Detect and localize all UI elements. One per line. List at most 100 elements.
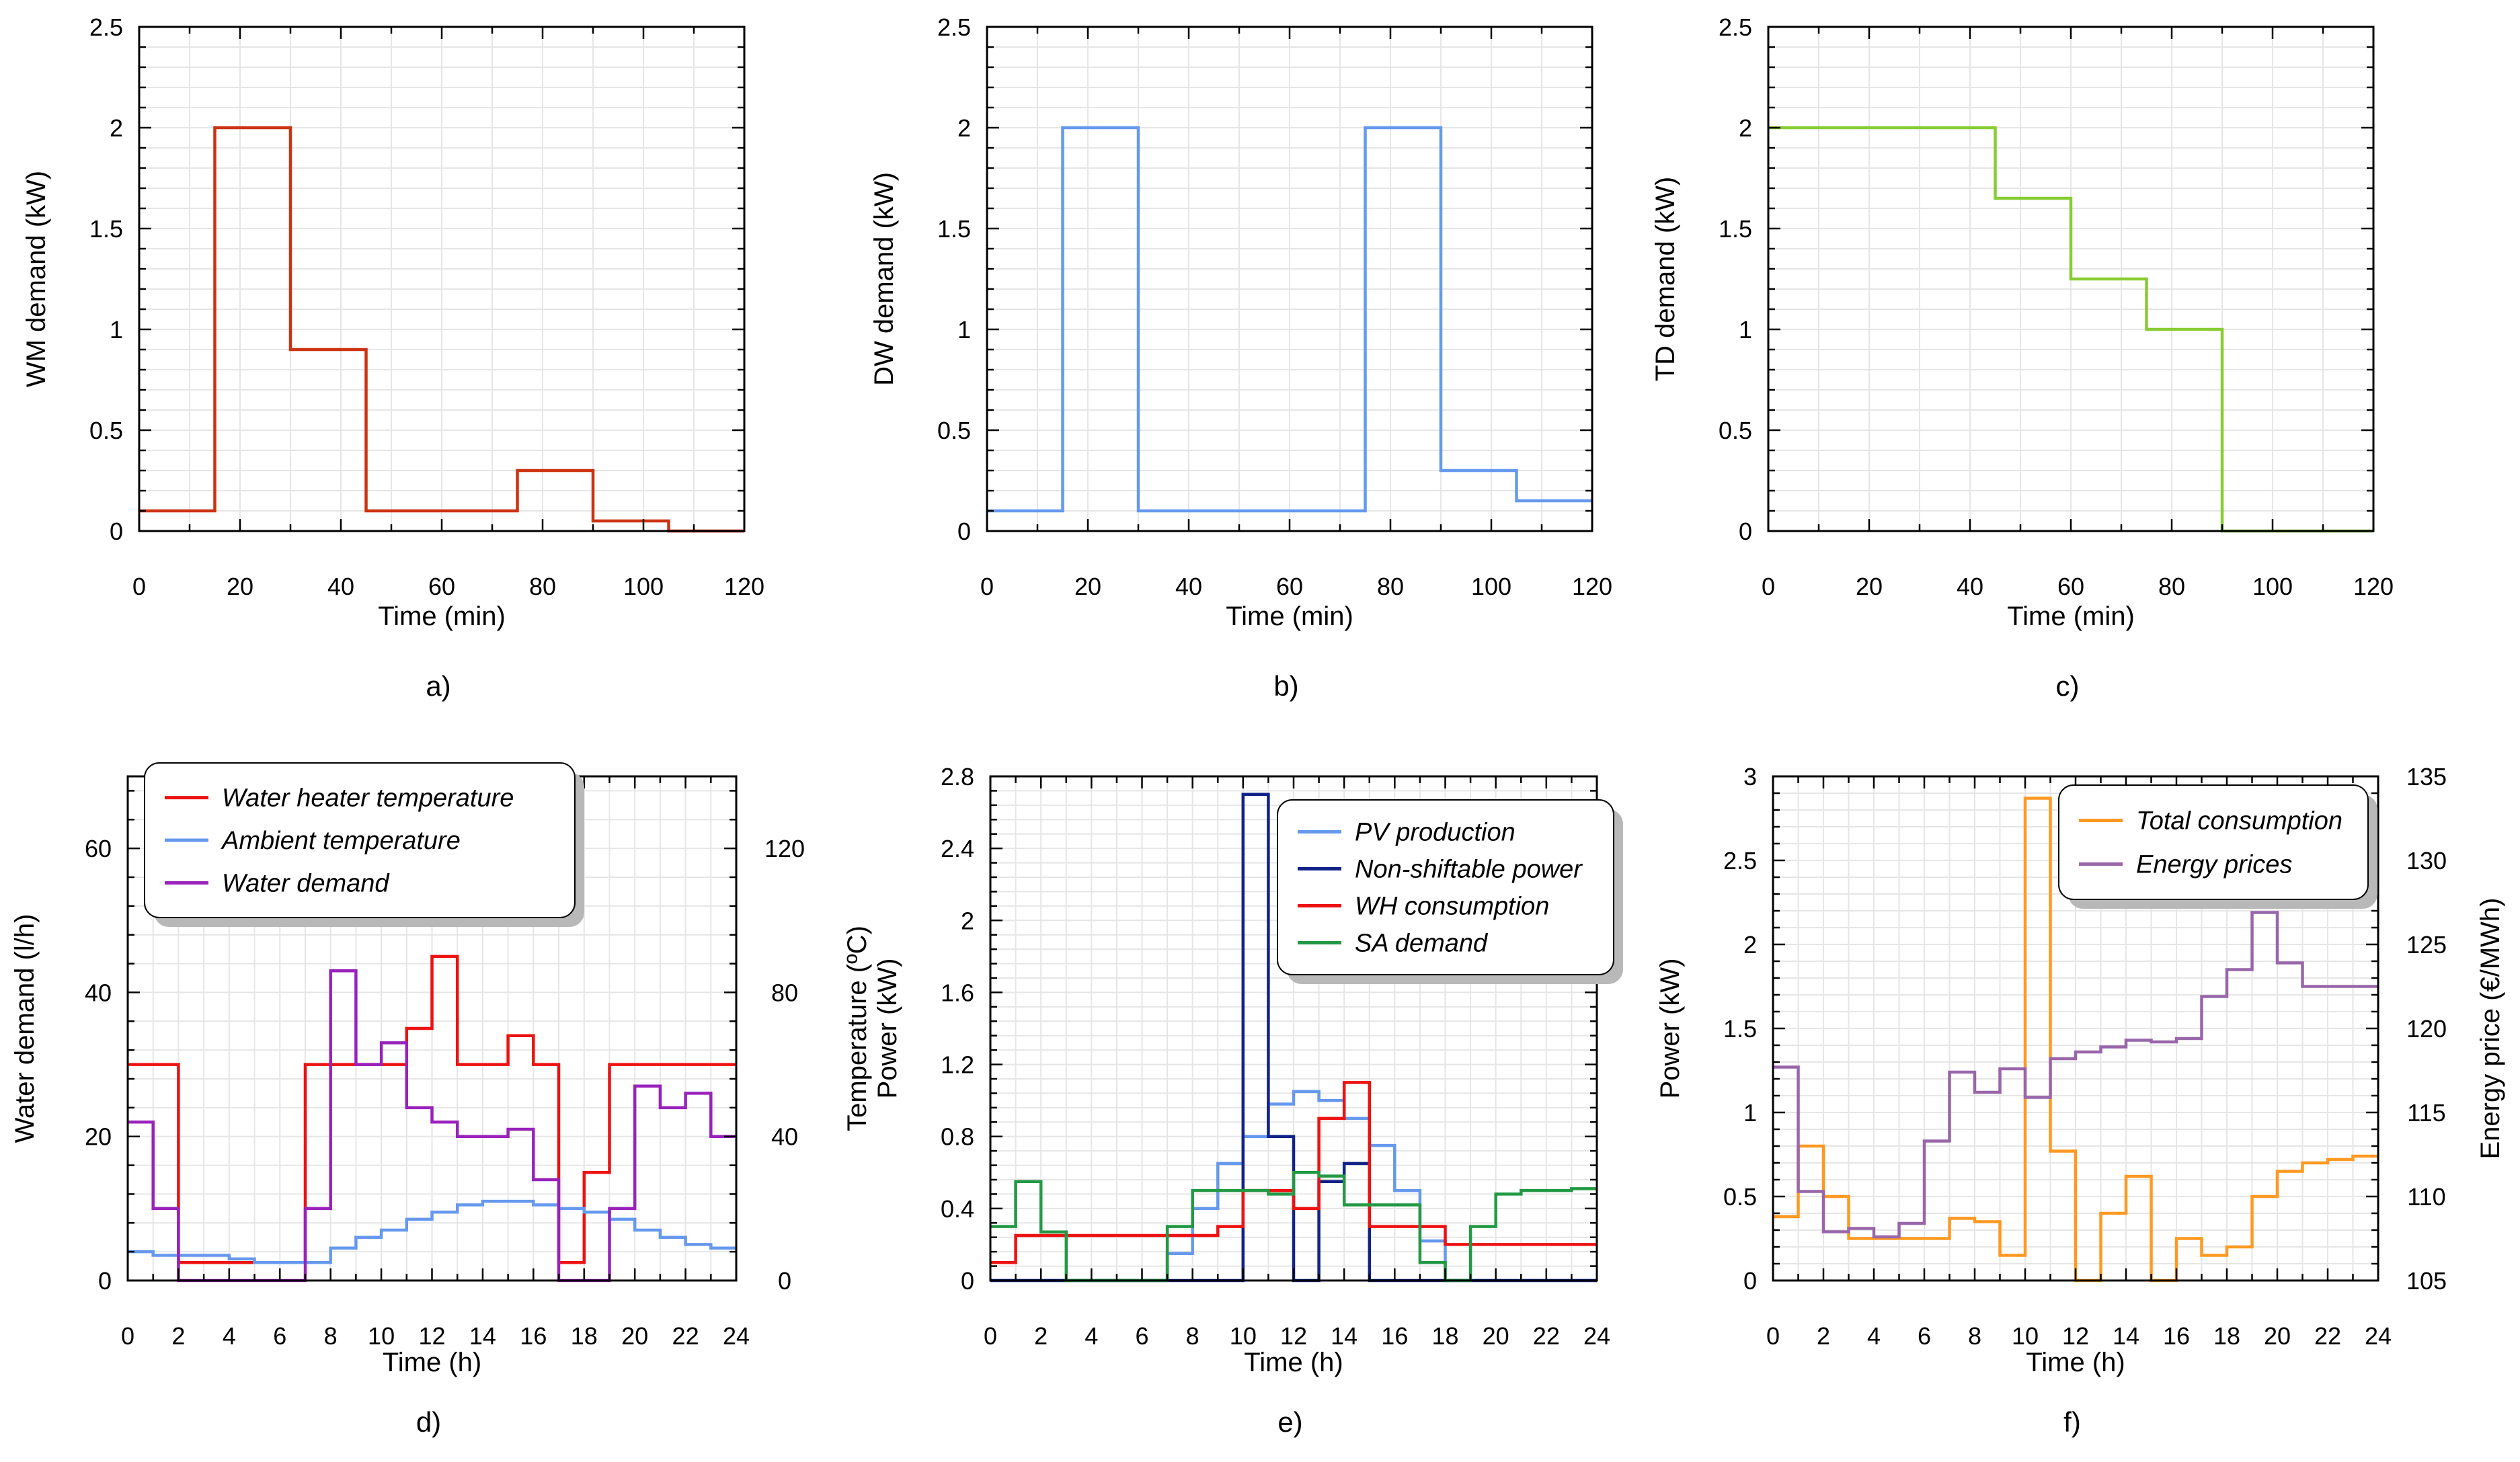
x-tick-label: 120 [1572, 573, 1612, 600]
y-right-tick-label: 135 [2406, 763, 2447, 790]
x-axis-label: Time (min) [2007, 602, 2135, 631]
x-tick-label: 6 [1918, 1322, 1931, 1350]
panel-caption: e) [1277, 1406, 1302, 1438]
y-tick-label: 1 [1739, 316, 1752, 343]
y-tick-label: 2 [957, 114, 971, 142]
x-tick-label: 18 [2213, 1322, 2240, 1350]
series-line-dw-demand [987, 126, 1592, 513]
grid [990, 776, 1598, 1281]
y-tick-label: 2 [110, 114, 123, 142]
x-tick-label: 0 [121, 1322, 134, 1350]
chart-c: 0 20 40 60 80 100 120 0 0.5 1 1.5 2 2.5 Time (min) TD … [1651, 13, 2394, 702]
legend-label: Water demand [222, 869, 390, 897]
chart-a: 0 20 40 60 80 100 120 0 0.5 1 1.5 2 2.5 Time (min) WM … [22, 13, 764, 702]
legend-label: Ambient temperature [221, 827, 461, 855]
y-axis-label: TD demand (kW) [1651, 177, 1680, 382]
y-tick-label: 40 [85, 979, 112, 1006]
y-tick-label: 2.5 [1723, 847, 1757, 875]
y-right-tick-label: 40 [771, 1123, 798, 1151]
y-right-tick-label: 115 [2407, 1099, 2445, 1127]
x-tick-label: 24 [723, 1322, 750, 1350]
x-tick-label: 10 [2012, 1322, 2039, 1350]
legend-label: Energy prices [2136, 851, 2292, 879]
y-tick-label: 2 [1743, 931, 1757, 959]
x-tick-label: 0 [1762, 573, 1775, 600]
x-tick-label: 100 [2252, 573, 2293, 600]
legend-box [1277, 799, 1614, 975]
x-tick-label: 24 [2365, 1322, 2392, 1350]
y-tick-label: 1 [957, 316, 971, 343]
legend-label: Non-shiftable power [1355, 856, 1583, 884]
x-tick-label: 100 [623, 573, 664, 600]
y-tick-label: 0.5 [1719, 417, 1752, 444]
x-tick-label: 60 [1276, 573, 1303, 600]
x-tick-label: 8 [1186, 1322, 1199, 1350]
y-tick-label: 0.5 [937, 417, 971, 444]
x-tick-label: 20 [621, 1322, 648, 1350]
x-tick-label: 10 [1230, 1322, 1257, 1350]
x-tick-label: 4 [1085, 1322, 1098, 1350]
x-tick-label: 10 [368, 1322, 395, 1350]
x-tick-label: 8 [1968, 1322, 1981, 1350]
y-tick-label: 0.4 [941, 1195, 974, 1223]
x-tick-label: 22 [1533, 1322, 1560, 1350]
legend-label: SA demand [1355, 930, 1489, 958]
y-right-axis-label: Temperature (ºC) [842, 926, 872, 1131]
x-tick-label: 14 [469, 1322, 496, 1350]
y-tick-label: 0 [110, 518, 123, 545]
x-axis-label: Time (h) [383, 1348, 481, 1377]
y-axis-label: Water demand (l/h) [10, 914, 40, 1143]
x-tick-label: 20 [1074, 573, 1101, 600]
legend-label: Water heater temperature [222, 784, 514, 813]
x-tick-label: 80 [529, 573, 556, 600]
x-axis-label: Time (min) [1226, 602, 1353, 631]
x-tick-label: 18 [1431, 1322, 1458, 1350]
y-tick-label: 0 [957, 518, 971, 545]
y-tick-label: 2.5 [89, 13, 123, 41]
x-tick-label: 20 [2264, 1322, 2291, 1350]
y-tick-label: 2.5 [1719, 13, 1752, 41]
y-tick-label: 2 [961, 907, 974, 934]
legend-label: Total consumption [2136, 807, 2342, 836]
x-tick-label: 16 [1381, 1322, 1408, 1350]
x-tick-label: 4 [223, 1322, 236, 1350]
y-axis-label: DW demand (kW) [869, 172, 899, 386]
y-tick-label: 1.5 [89, 215, 123, 243]
legend-label: WH consumption [1355, 893, 1549, 921]
y-tick-label: 1 [1743, 1099, 1757, 1127]
x-tick-label: 20 [1856, 573, 1883, 600]
series-line-ambient-temperature [128, 1199, 736, 1264]
grid [986, 26, 1593, 532]
x-axis-label: Time (h) [1244, 1348, 1343, 1377]
x-tick-label: 14 [2113, 1322, 2139, 1350]
x-tick-label: 40 [1957, 573, 1983, 600]
panel-caption: c) [2056, 670, 2080, 702]
legend: PV production Non-shiftable power WH consu… [1277, 799, 1623, 984]
chart-f: 0 2 4 6 8 10 12 14 16 18 20 22 2400.511.522.53105110… [1655, 763, 2505, 1438]
x-tick-label: 12 [418, 1322, 445, 1350]
y-right-tick-label: 130 [2406, 847, 2447, 875]
x-tick-label: 120 [724, 573, 764, 600]
y-tick-label: 3 [1743, 763, 1757, 790]
x-tick-label: 12 [2062, 1322, 2089, 1350]
y-tick-label: 0.5 [89, 417, 123, 444]
x-tick-label: 2 [1034, 1322, 1048, 1350]
y-tick-label: 2 [1739, 114, 1752, 142]
y-tick-label: 2.5 [937, 13, 971, 41]
y-tick-label: 0 [1739, 518, 1752, 545]
x-axis-label: Time (min) [378, 602, 506, 631]
x-tick-label: 24 [1583, 1322, 1610, 1350]
x-tick-label: 60 [428, 573, 455, 600]
y-tick-label: 2.8 [941, 763, 974, 790]
panel-caption: f) [2063, 1406, 2081, 1438]
y-right-tick-label: 105 [2406, 1267, 2447, 1295]
x-tick-label: 2 [171, 1322, 185, 1350]
panel-caption: d) [416, 1406, 441, 1438]
series-line-wh-consumption [990, 1081, 1597, 1264]
x-tick-label: 40 [327, 573, 354, 600]
y-tick-label: 0 [1743, 1267, 1757, 1295]
y-tick-label: 1.5 [1719, 215, 1752, 243]
panel-caption: a) [426, 670, 450, 702]
chart-b: 0 20 40 60 80 100 120 0 0.5 1 1.5 2 2.5 Time (min) DW … [869, 13, 1612, 702]
x-tick-label: 80 [1377, 573, 1404, 600]
